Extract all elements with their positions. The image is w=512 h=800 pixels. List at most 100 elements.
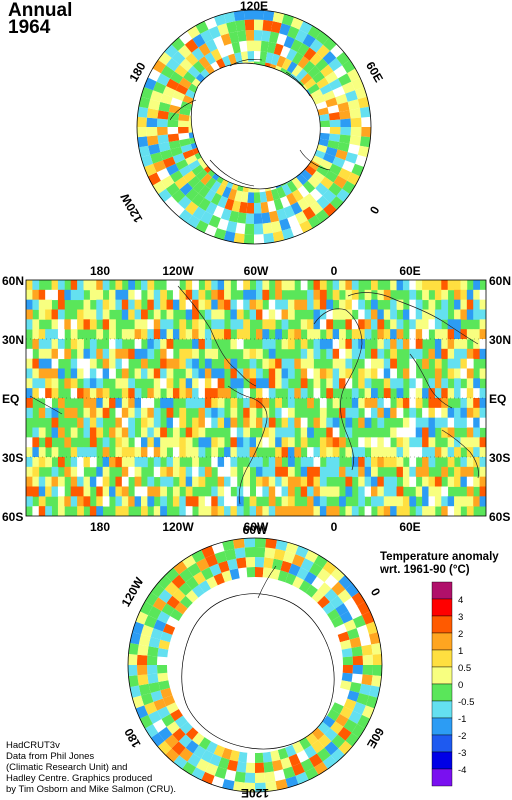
grid-cell <box>262 407 270 419</box>
grid-cell <box>377 437 385 448</box>
polar-cell <box>352 665 364 675</box>
grid-cell <box>351 280 359 291</box>
grid-cell <box>313 378 321 389</box>
grid-cell <box>166 299 174 310</box>
grid-cell <box>83 358 91 369</box>
grid-cell <box>128 447 136 458</box>
grid-cell <box>364 319 372 330</box>
grid-cell <box>428 417 436 428</box>
grid-cell <box>141 319 148 330</box>
grid-cell <box>390 329 397 340</box>
grid-cell <box>32 368 40 379</box>
grid-cell <box>160 506 167 516</box>
grid-cell <box>358 398 366 409</box>
polar-cell <box>265 781 278 792</box>
grid-cell <box>275 506 282 516</box>
polar-cell <box>146 655 158 665</box>
grid-cell <box>204 339 212 350</box>
grid-cell <box>51 407 59 419</box>
grid-cell <box>249 496 257 507</box>
grid-cell <box>428 486 436 497</box>
grid-cell <box>466 378 474 389</box>
grid-cell <box>409 299 417 310</box>
polar-cell <box>137 674 149 686</box>
grid-cell <box>32 427 40 438</box>
grid-cell <box>96 506 104 516</box>
grid-cell <box>45 378 52 389</box>
polar-cell <box>168 104 181 114</box>
south-label-60w: 60W <box>243 523 268 537</box>
grid-cell <box>153 427 161 438</box>
grid-cell <box>70 476 78 487</box>
polar-cell <box>178 582 192 596</box>
grid-cell <box>51 329 59 340</box>
grid-cell <box>371 486 378 497</box>
grid-cell <box>236 299 244 310</box>
main-top-lon-labels: 180 120W 60W 0 60E <box>90 264 421 278</box>
grid-cell <box>447 496 455 507</box>
grid-cell <box>307 427 314 438</box>
grid-cell <box>268 457 276 468</box>
polar-cell <box>254 10 265 20</box>
grid-cell <box>64 437 72 448</box>
polar-cell <box>180 101 193 110</box>
polar-cell <box>260 40 269 53</box>
polar-cell <box>234 190 243 202</box>
grid-cell <box>415 280 423 291</box>
grid-cell <box>409 398 417 409</box>
grid-cell <box>147 486 155 497</box>
grid-cell <box>287 407 295 419</box>
grid-cell <box>192 427 199 438</box>
grid-cell <box>243 398 251 409</box>
polar-cell <box>335 93 348 105</box>
grid-cell <box>345 506 353 516</box>
grid-cell <box>307 447 314 458</box>
grid-cell <box>358 417 366 428</box>
polar-cell <box>263 761 274 773</box>
grid-cell <box>479 289 486 301</box>
grid-cell <box>57 348 65 360</box>
polar-cell <box>164 566 180 582</box>
polar-cell <box>316 195 330 210</box>
grid-cell <box>479 496 486 507</box>
grid-cell <box>364 457 372 468</box>
polar-cell <box>317 595 331 609</box>
grid-cell <box>192 388 199 399</box>
polar-cell <box>148 637 161 648</box>
grid-cell <box>473 339 481 350</box>
polar-cell <box>300 558 314 572</box>
grid-cell <box>134 407 142 419</box>
polar-cell <box>232 538 245 549</box>
grid-cell <box>294 506 302 516</box>
grid-cell <box>204 388 212 399</box>
grid-cell <box>281 339 289 350</box>
polar-cell <box>148 99 161 111</box>
grid-cell <box>390 457 397 468</box>
polar-cell <box>325 146 338 157</box>
grid-cell <box>441 339 449 350</box>
grid-cell <box>358 378 366 389</box>
grid-cell <box>422 437 429 448</box>
polar-cell <box>361 674 373 686</box>
grid-cell <box>287 358 295 369</box>
grid-cell <box>275 329 282 340</box>
polar-cell <box>157 672 169 682</box>
grid-cell <box>153 339 161 350</box>
polar-cell <box>322 153 336 164</box>
grid-cell <box>217 457 225 468</box>
south-label-0: 0 <box>368 586 384 599</box>
polar-cell <box>303 47 317 61</box>
grid-cell <box>147 437 155 448</box>
grid-cell <box>262 339 270 350</box>
polar-cell <box>304 164 317 176</box>
grid-cell <box>115 358 123 369</box>
polar-cell <box>146 135 159 146</box>
grid-cell <box>479 348 486 360</box>
grid-cell <box>121 476 129 487</box>
polar-cell <box>205 177 217 190</box>
grid-cell <box>479 329 486 340</box>
lat-label-30n-right: 30N <box>489 333 511 347</box>
polar-cell <box>137 644 149 656</box>
polar-cell <box>179 747 194 762</box>
grid-cell <box>160 437 167 448</box>
